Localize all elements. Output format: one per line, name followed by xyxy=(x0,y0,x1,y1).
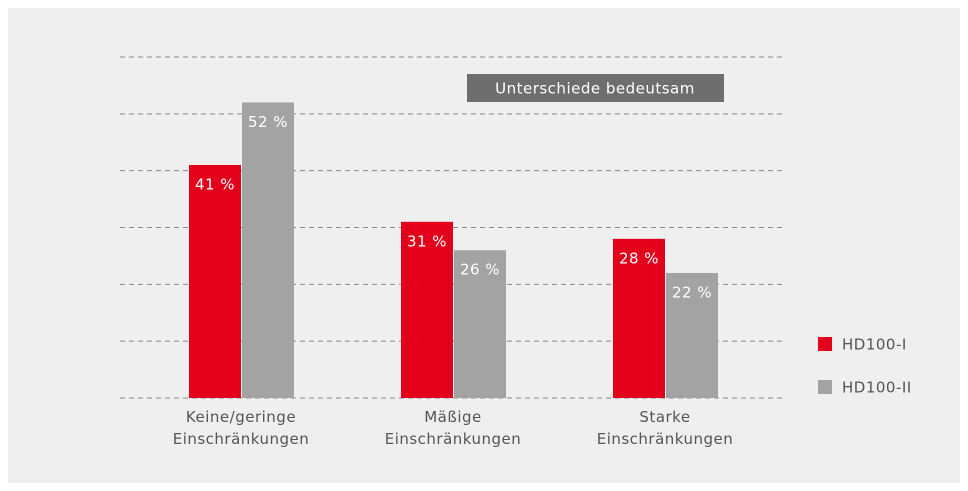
value-label: 31 % xyxy=(407,232,447,250)
x-tick-label: Keine/geringe Einschränkungen xyxy=(172,408,310,448)
annotation: Unterschiede bedeutsam xyxy=(495,80,695,98)
value-label: 52 % xyxy=(248,113,288,131)
legend-swatch xyxy=(818,380,832,394)
value-label: 28 % xyxy=(619,249,659,267)
bar xyxy=(613,238,665,398)
legend-label: HD100-I xyxy=(842,336,907,354)
x-tick-label: Starke Einschränkungen xyxy=(596,408,734,448)
value-label: 41 % xyxy=(195,175,235,193)
legend-swatch xyxy=(818,337,832,351)
annotation-box xyxy=(467,74,724,102)
value-label: 26 % xyxy=(460,261,500,279)
bar xyxy=(242,102,294,398)
bar xyxy=(454,250,506,398)
bar xyxy=(189,164,241,398)
bar xyxy=(401,221,453,398)
value-label: 22 % xyxy=(672,283,712,301)
legend-label: HD100-II xyxy=(842,379,912,397)
bar xyxy=(666,272,718,398)
x-tick-label: Mäßige Einschränkungen xyxy=(384,408,522,448)
